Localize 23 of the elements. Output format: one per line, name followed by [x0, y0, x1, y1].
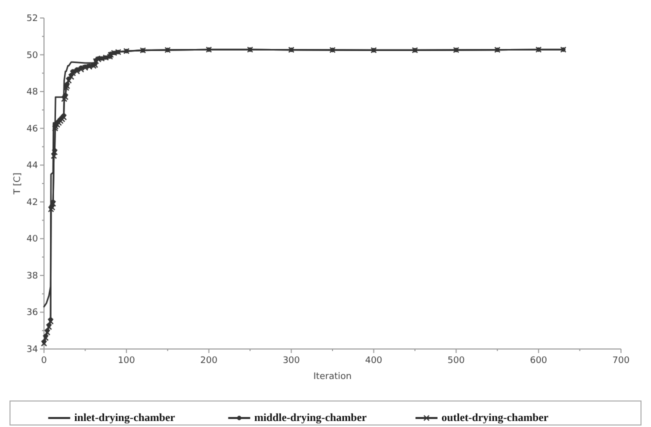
y-tick-label: 40 [26, 234, 38, 245]
legend-label: outlet-drying-chamber [442, 412, 549, 424]
x-tick-label: 700 [612, 356, 630, 366]
legend-label: middle-drying-chamber [254, 412, 367, 424]
x-tick-label: 0 [41, 356, 48, 366]
x-tick-label: 200 [200, 356, 218, 366]
legend-label: inlet-drying-chamber [74, 412, 176, 424]
x-tick-label: 500 [448, 356, 465, 366]
x-tick-label: 100 [118, 356, 136, 366]
y-tick-label: 42 [26, 198, 38, 208]
y-tick-label: 48 [26, 88, 38, 98]
y-tick-label: 50 [26, 50, 38, 61]
x-tick-label: 400 [365, 356, 383, 366]
y-tick-label: 34 [26, 345, 38, 355]
y-tick-label: 52 [26, 14, 38, 24]
y-tick-label: 44 [26, 161, 38, 172]
x-axis-title: Iteration [313, 372, 352, 382]
x-tick-label: 300 [282, 356, 300, 366]
y-tick-label: 46 [26, 124, 38, 134]
y-tick-label: 38 [26, 271, 38, 282]
x-tick-label: 600 [530, 356, 548, 366]
y-tick-label: 36 [26, 308, 38, 318]
y-axis-title: T [C] [13, 172, 23, 196]
